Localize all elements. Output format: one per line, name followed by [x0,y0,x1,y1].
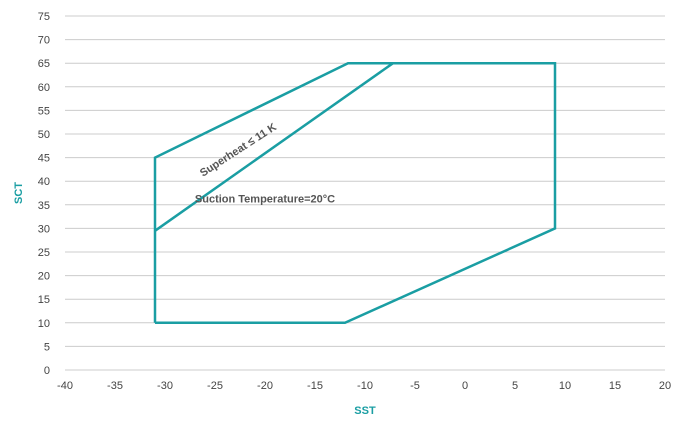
y-tick-label: 10 [38,318,50,330]
x-tick-label: -35 [107,380,123,392]
x-tick-label: -10 [357,380,373,392]
y-axis-ticks: 0 5 10 15 20 25 30 35 40 45 50 55 60 65 70 75 [38,11,50,377]
y-tick-label: 60 [38,82,50,94]
y-tick-label: 75 [38,11,50,23]
y-tick-label: 35 [38,200,50,212]
x-axis-title: SST [354,405,376,417]
y-tick-label: 0 [44,365,50,377]
series-group [153,61,557,325]
y-tick-label: 70 [38,35,50,47]
y-tick-label: 25 [38,247,50,259]
y-tick-label: 50 [38,129,50,141]
y-tick-label: 15 [38,294,50,306]
y-tick-label: 30 [38,223,50,235]
x-tick-label: -5 [410,380,420,392]
x-tick-label: -15 [307,380,323,392]
y-tick-label: 65 [38,58,50,70]
x-tick-label: 15 [609,380,621,392]
y-axis-title: SCT [13,182,25,204]
x-axis-ticks: -40 -35 -30 -25 -20 -15 -10 -5 0 5 10 15 20 [57,380,671,392]
x-tick-label: -40 [57,380,73,392]
x-tick-label: 10 [559,380,571,392]
x-tick-label: -25 [207,380,223,392]
x-tick-label: 5 [512,380,518,392]
y-tick-label: 5 [44,341,50,353]
y-tick-label: 45 [38,153,50,165]
x-tick-label: -20 [257,380,273,392]
x-tick-label: 20 [659,380,671,392]
y-tick-label: 20 [38,271,50,283]
envelope-line [153,61,557,325]
x-tick-label: 0 [462,380,468,392]
y-tick-label: 55 [38,105,50,117]
annotation-label: Suction Temperature=20°C [195,193,335,205]
x-tick-label: -30 [157,380,173,392]
envelope-line [154,62,394,232]
y-tick-label: 40 [38,176,50,188]
